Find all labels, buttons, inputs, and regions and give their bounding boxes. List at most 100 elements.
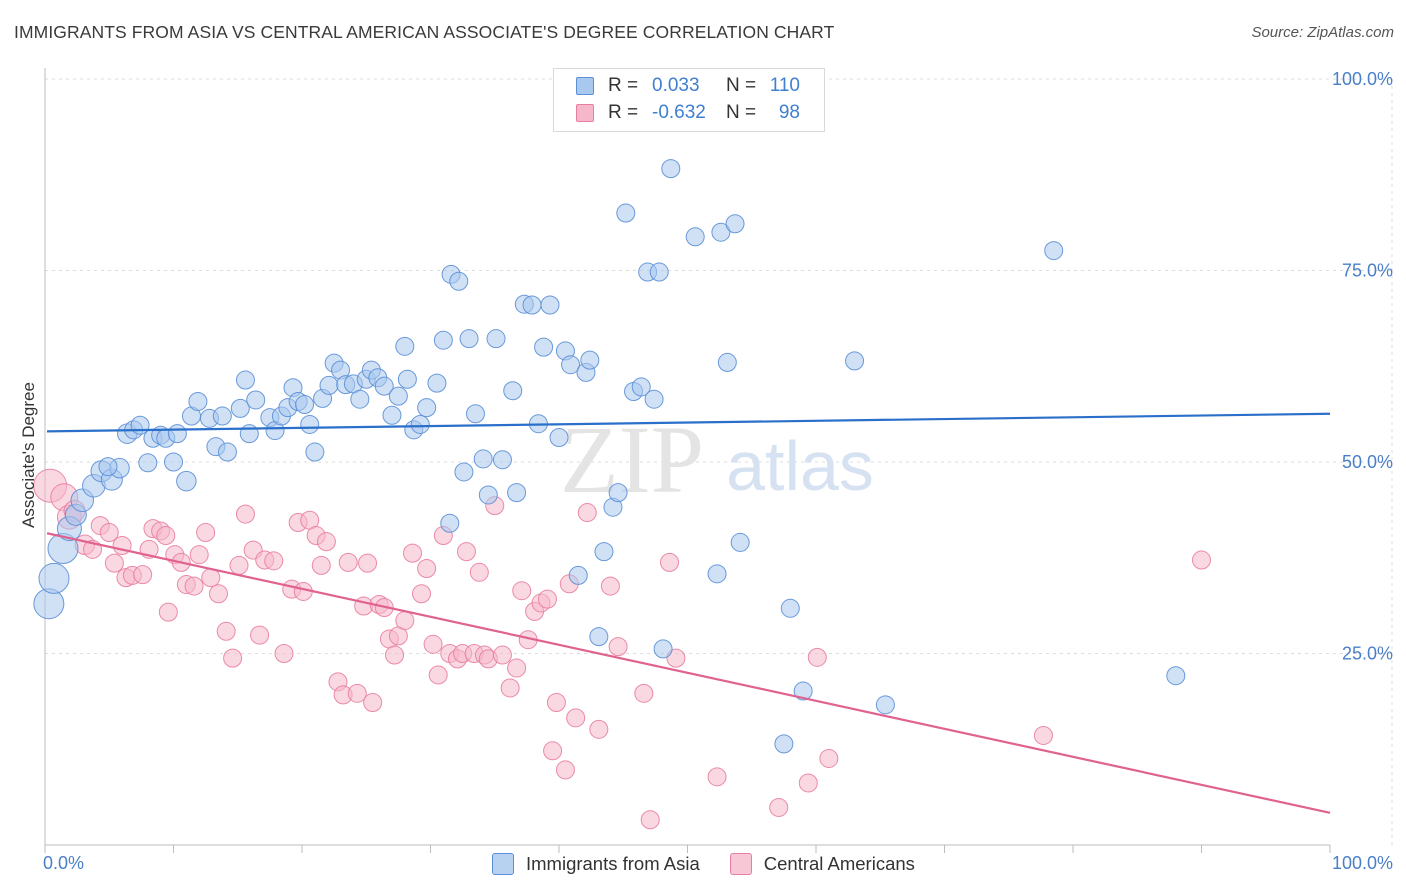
asia-point [568, 565, 588, 585]
chart-title: IMMIGRANTS FROM ASIA VS CENTRAL AMERICAN… [14, 22, 835, 42]
central-americans-point [512, 581, 532, 601]
asia-point [246, 390, 266, 410]
central-americans-point [1192, 550, 1211, 570]
asia-point [350, 389, 370, 409]
central-americans-point [537, 589, 557, 609]
central-americans-point [158, 602, 178, 622]
asia-point [164, 452, 183, 472]
n-value: 110 [769, 75, 800, 96]
asia-point [522, 295, 542, 315]
central-americans-point [250, 625, 270, 645]
legend-label-central: Central Americans [763, 853, 915, 874]
central-americans-point [316, 532, 336, 552]
central-swatch [576, 104, 594, 122]
n-value: 98 [778, 102, 800, 123]
central-americans-point [264, 551, 284, 571]
central-americans-point [235, 504, 255, 524]
n-label: N = [725, 75, 757, 96]
central-americans-point [133, 565, 153, 585]
central-americans-point [819, 748, 839, 768]
asia-point [374, 376, 394, 396]
asia-point [440, 513, 460, 533]
x-tick-label: 100.0% [1332, 853, 1393, 873]
asia-point [417, 398, 437, 418]
tick-labels: 25.0% 50.0% 75.0% 100.0% 0.0% 100.0% [43, 69, 1393, 873]
trend-lines [46, 412, 1331, 814]
asia-point [176, 470, 197, 492]
central-americans-point [417, 558, 437, 578]
central-americans-point [216, 621, 236, 641]
asia-trend-line [46, 412, 1331, 433]
stats-row-asia: R = 0.033 N = 110 [576, 74, 800, 98]
central-americans-point [660, 552, 680, 572]
asia-point [478, 485, 498, 505]
asia-point [486, 329, 506, 349]
central-americans-point [577, 503, 597, 523]
central-americans-point [223, 648, 243, 668]
asia-point [845, 351, 865, 371]
central-americans-point [507, 658, 527, 678]
asia-point [534, 337, 554, 357]
asia-point [38, 562, 70, 594]
central-americans-points [33, 468, 1211, 830]
central-americans-point [707, 767, 727, 787]
central-americans-point [338, 552, 358, 572]
asia-point [33, 588, 65, 620]
asia-point [774, 734, 794, 754]
legend-item-central[interactable]: Central Americans [729, 853, 915, 875]
asia-point [473, 449, 493, 469]
central-americans-point [428, 665, 448, 685]
asia-point [730, 532, 750, 552]
central-americans-point [807, 647, 827, 667]
central-americans-point [363, 693, 383, 713]
asia-point [644, 389, 664, 409]
asia-point [138, 453, 158, 473]
asia-point [725, 214, 745, 234]
legend-item-asia[interactable]: Immigrants from Asia [492, 853, 700, 875]
asia-point [167, 424, 187, 444]
asia-point [188, 391, 208, 411]
asia-point [427, 373, 447, 393]
asia-point [217, 442, 237, 462]
r-label: R = [608, 102, 639, 123]
central-americans-point [156, 526, 176, 546]
asia-points [33, 159, 1186, 754]
central-americans-point [403, 543, 423, 563]
asia-point [239, 424, 259, 444]
asia-point [507, 483, 527, 503]
asia-point [230, 398, 250, 418]
central-americans-point [555, 760, 575, 780]
central-americans-point [358, 553, 378, 573]
central-americans-point [208, 584, 228, 604]
asia-point [589, 627, 609, 647]
asia-point [410, 414, 430, 434]
asia-point [661, 159, 681, 179]
asia-point [433, 330, 453, 350]
x-tick-label: 0.0% [43, 853, 84, 873]
asia-point [711, 222, 731, 242]
asia-point [300, 414, 320, 434]
central-americans-point [769, 797, 789, 817]
asia-point [465, 404, 485, 424]
asia-point [631, 377, 651, 397]
central-americans-point [456, 542, 476, 562]
asia-point [492, 450, 512, 470]
asia-point [875, 695, 895, 715]
central-americans-point [600, 576, 620, 596]
asia-legend-swatch [492, 853, 514, 875]
y-tick-label: 25.0% [1342, 644, 1393, 664]
asia-point [459, 329, 479, 349]
y-tick-label: 75.0% [1342, 261, 1393, 281]
asia-point [780, 598, 800, 618]
central-americans-point [274, 644, 294, 663]
central-americans-point [347, 683, 367, 703]
central-americans-point [189, 545, 209, 565]
asia-point [616, 203, 636, 223]
y-axis-title: Associate's Degree [19, 382, 38, 528]
central-americans-point [311, 555, 331, 575]
central-americans-point [640, 810, 660, 830]
central-americans-point [543, 741, 563, 761]
asia-point [793, 681, 813, 701]
asia-point [388, 386, 408, 406]
